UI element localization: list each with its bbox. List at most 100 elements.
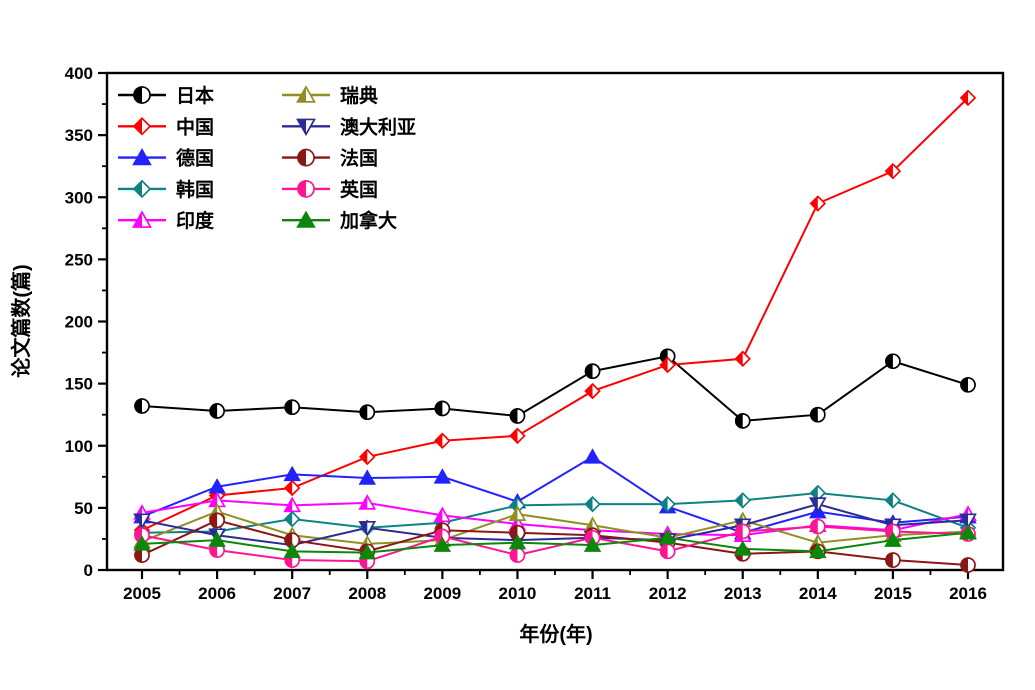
data-point xyxy=(509,408,526,424)
y-tick-label-250: 250 xyxy=(65,250,93,269)
legend-marker xyxy=(296,85,316,103)
data-point xyxy=(885,552,901,568)
data-point-half xyxy=(517,428,525,443)
data-point xyxy=(584,496,601,513)
legend-item-label: 澳大利亚 xyxy=(340,115,416,138)
legend-marker xyxy=(132,179,152,199)
data-point-half xyxy=(742,351,750,366)
data-point xyxy=(434,400,451,417)
data-point xyxy=(734,540,752,556)
legend-item-label: 日本 xyxy=(176,84,214,107)
data-point-half xyxy=(892,164,900,179)
data-point-half xyxy=(817,485,825,500)
data-point-half xyxy=(817,196,825,211)
data-point xyxy=(584,363,601,380)
data-point xyxy=(960,557,976,573)
legend-item-label: 法国 xyxy=(340,147,378,170)
data-point xyxy=(734,350,751,367)
data-point xyxy=(358,494,376,510)
data-point-half xyxy=(592,384,600,399)
data-point xyxy=(659,496,676,513)
data-point xyxy=(284,510,301,528)
legend-marker-half xyxy=(306,149,314,166)
data-point xyxy=(358,521,376,537)
data-point xyxy=(359,404,376,421)
data-point xyxy=(358,543,376,560)
data-point xyxy=(208,528,226,544)
data-point xyxy=(884,531,902,547)
x-tick-label-2013: 2013 xyxy=(724,584,762,603)
series-line-7 xyxy=(141,519,969,567)
data-point xyxy=(809,195,826,212)
x-tick-label-2005: 2005 xyxy=(123,584,161,603)
data-point xyxy=(583,448,602,464)
x-tick-label-2016: 2016 xyxy=(949,584,987,603)
data-point xyxy=(358,469,376,485)
data-point xyxy=(284,399,300,416)
data-point xyxy=(734,413,751,429)
legend-marker-half xyxy=(306,180,314,197)
series-line-2 xyxy=(141,455,969,534)
data-point-half xyxy=(292,512,300,527)
data-point-half xyxy=(667,497,675,512)
data-point xyxy=(433,536,452,552)
x-tick-label-2012: 2012 xyxy=(649,584,687,603)
data-point-half xyxy=(892,493,900,508)
data-point xyxy=(434,432,451,449)
data-point xyxy=(959,513,977,529)
y-tick-label-400: 400 xyxy=(65,64,93,83)
legend-marker xyxy=(297,148,315,167)
legend-item-label: 英国 xyxy=(340,178,378,201)
data-point-half xyxy=(667,357,675,372)
data-point xyxy=(433,506,452,523)
legend-marker-half xyxy=(142,180,150,197)
data-point xyxy=(209,512,225,529)
legend-item-label: 瑞典 xyxy=(340,84,378,107)
y-tick-label-0: 0 xyxy=(84,561,93,580)
x-tick-label-2009: 2009 xyxy=(423,584,461,603)
data-point xyxy=(283,465,301,482)
data-point xyxy=(508,534,527,550)
data-point xyxy=(884,163,902,180)
series-line-3 xyxy=(141,491,969,534)
series-line-9 xyxy=(141,531,969,554)
series-line-5 xyxy=(141,510,969,545)
data-point-half xyxy=(968,90,975,105)
data-point xyxy=(809,497,827,513)
data-point xyxy=(734,523,751,540)
data-point xyxy=(659,356,676,374)
data-point-half xyxy=(442,433,450,448)
y-tick-label-200: 200 xyxy=(65,313,93,332)
data-point xyxy=(960,377,976,393)
data-point xyxy=(584,382,601,400)
data-point xyxy=(583,536,602,552)
y-axis-title: 论文篇数(篇) xyxy=(9,264,33,377)
legend-item-label: 中国 xyxy=(176,115,214,138)
legend-marker-half xyxy=(142,118,150,135)
legend-marker xyxy=(132,117,152,136)
data-point xyxy=(284,479,301,497)
data-point xyxy=(658,529,677,545)
plot-layer: 0 50 100 150 200 250 300 350 400 2005 2006 2007 2008… xyxy=(65,64,1005,603)
data-point xyxy=(884,492,902,509)
data-point xyxy=(885,353,901,370)
x-tick-label-2008: 2008 xyxy=(348,584,386,603)
data-point xyxy=(810,406,826,423)
legend-marker xyxy=(296,118,316,136)
data-point xyxy=(283,542,301,559)
y-tick-label-350: 350 xyxy=(65,126,93,145)
legend-marker-half xyxy=(142,87,150,103)
y-tick-label-300: 300 xyxy=(65,188,93,207)
data-point xyxy=(959,89,977,106)
x-axis-title: 年份(年) xyxy=(519,622,592,646)
data-point xyxy=(359,448,376,466)
legend-marker xyxy=(132,210,152,228)
data-point xyxy=(283,496,301,513)
data-point-half xyxy=(292,480,300,495)
x-tick-label-2014: 2014 xyxy=(799,584,837,603)
data-point xyxy=(134,398,150,414)
x-tick-label-2010: 2010 xyxy=(499,584,537,603)
data-point xyxy=(133,513,151,529)
legend-item-label: 加拿大 xyxy=(339,209,397,232)
